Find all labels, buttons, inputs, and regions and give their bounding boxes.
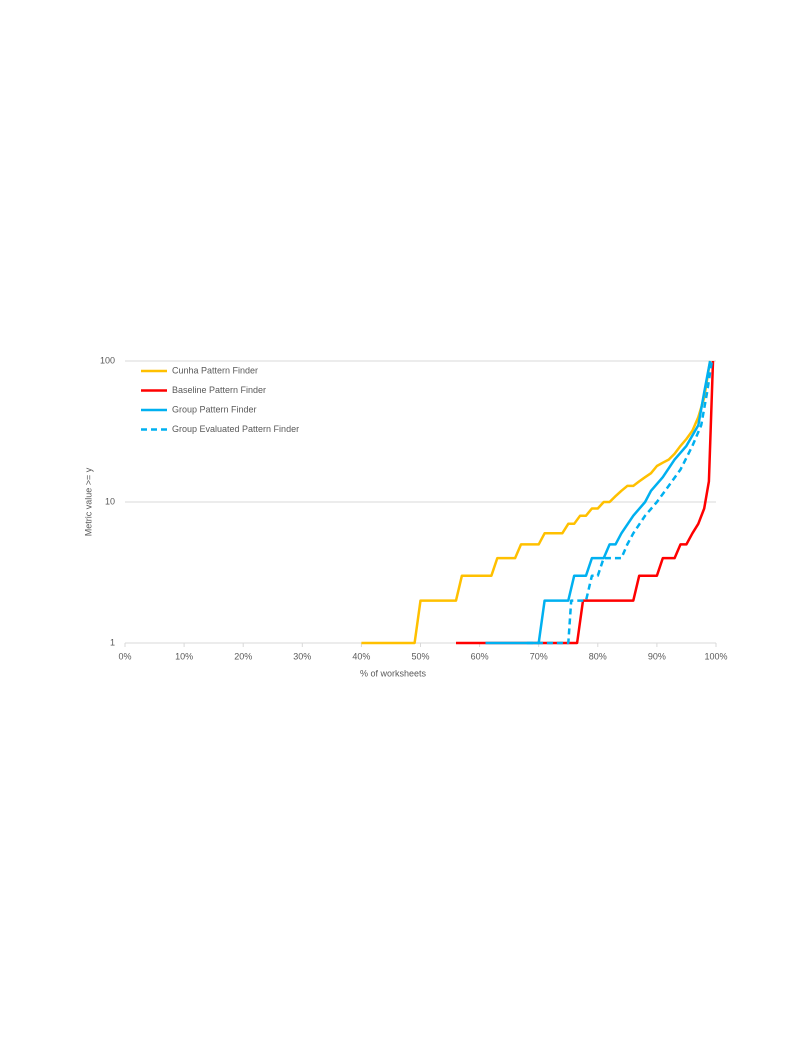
series-line: [361, 360, 712, 645]
x-tick-label: 20%: [234, 651, 252, 661]
x-tick-label: 50%: [411, 651, 429, 661]
x-tick-label: 100%: [704, 651, 727, 661]
legend-label: Cunha Pattern Finder: [172, 365, 258, 375]
series-line: [485, 360, 712, 645]
legend-label: Group Pattern Finder: [172, 404, 257, 414]
x-tick-label: 40%: [352, 651, 370, 661]
y-tick-label: 10: [105, 496, 115, 506]
y-tick-label: 100: [100, 355, 115, 365]
series-line: [526, 360, 714, 645]
x-axis-label: % of worksheets: [360, 668, 427, 678]
x-tick-label: 70%: [530, 651, 548, 661]
x-tick-label: 60%: [471, 651, 489, 661]
x-tick-label: 80%: [589, 651, 607, 661]
x-tick-label: 10%: [175, 651, 193, 661]
x-tick-label: 0%: [118, 651, 131, 661]
series-line: [456, 360, 715, 645]
x-tick-label: 90%: [648, 651, 666, 661]
y-tick-label: 1: [110, 637, 115, 647]
y-axis-label: Metric value >= y: [83, 467, 93, 536]
legend-label: Group Evaluated Pattern Finder: [172, 424, 299, 434]
legend-label: Baseline Pattern Finder: [172, 385, 266, 395]
x-tick-label: 30%: [293, 651, 311, 661]
